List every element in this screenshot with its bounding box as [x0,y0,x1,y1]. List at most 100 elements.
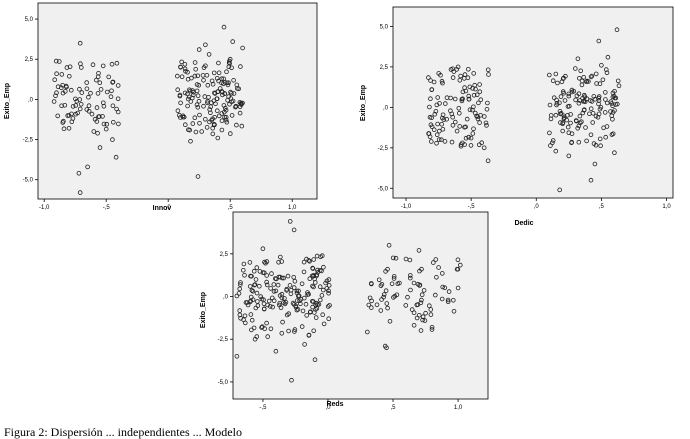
data-point [546,72,552,78]
data-point [440,127,446,132]
data-point [252,282,258,287]
data-point [219,127,225,133]
data-point [326,316,332,322]
data-point [583,79,589,84]
data-point [109,61,115,67]
data-point [576,76,582,81]
x-tick-label: ,0 [166,205,172,211]
data-point [434,102,440,108]
data-point [96,71,101,76]
data-point [429,324,435,330]
data-point [432,292,438,298]
data-point [237,286,243,292]
data-point [327,303,332,308]
x-tick-label: ,5 [228,205,234,211]
data-point [311,310,317,315]
x-axis-label: Innov [153,205,172,212]
data-point [312,357,318,363]
data-point [175,87,181,92]
data-point [557,100,562,106]
data-point [261,297,266,303]
data-point [603,134,608,140]
data-point [97,114,102,119]
data-point [278,305,284,311]
data-point [436,265,441,270]
data-point [374,302,380,308]
data-point [273,276,279,282]
y-axis-label: Exito_Emp [360,85,367,121]
data-point [304,313,310,318]
data-point [276,259,281,265]
data-point [94,77,99,83]
data-point [319,268,324,274]
data-point [252,336,258,342]
data-point [475,114,481,119]
data-point [458,143,464,149]
data-point [423,310,428,316]
data-point [418,328,424,333]
data-point [228,131,233,136]
data-point [273,288,279,294]
data-point [204,125,210,130]
data-point [267,304,273,309]
data-point [484,107,490,112]
x-axis-label: Reds [326,401,343,408]
data-point [591,94,597,99]
data-point [224,69,229,74]
data-point [450,123,456,128]
data-point [455,257,461,263]
data-point [62,103,68,108]
data-point [84,86,90,92]
data-point [444,116,450,122]
data-point [287,219,293,224]
data-point [234,82,240,88]
data-point [183,122,188,127]
data-point [428,307,434,312]
data-point [445,297,451,303]
data-point [216,60,221,66]
data-point [455,285,461,291]
data-point [431,127,437,132]
data-point [311,284,316,290]
data-point [557,187,562,193]
data-point [610,94,616,100]
data-point [602,90,608,95]
data-point [89,111,95,117]
data-point [293,304,299,310]
y-tick-label: 2,5 [220,252,229,258]
data-point [439,271,445,276]
data-point [59,72,65,77]
data-point [238,315,243,321]
data-point [468,135,474,141]
data-point [192,115,198,120]
data-point [306,291,311,297]
data-point [427,114,433,120]
data-point [299,324,305,329]
data-point [306,332,312,338]
data-point [56,59,62,64]
data-point [471,71,477,76]
data-point [289,377,294,383]
data-point [569,89,575,95]
data-point [304,256,309,262]
data-point [78,61,83,66]
data-point [450,297,456,303]
data-point [439,296,445,302]
data-point [588,132,594,138]
data-point [554,101,560,106]
data-point [440,112,446,118]
x-tick-label: ,5 [391,405,397,411]
data-point [580,96,585,101]
data-point [271,289,277,294]
data-point [247,284,253,289]
data-point [463,135,469,141]
data-point [266,298,272,304]
data-point [97,80,103,85]
data-point [264,320,269,326]
data-point [210,131,216,137]
data-point [95,130,100,136]
data-point [185,103,190,109]
data-point [79,90,85,95]
data-point [429,124,435,130]
data-point [277,254,283,260]
